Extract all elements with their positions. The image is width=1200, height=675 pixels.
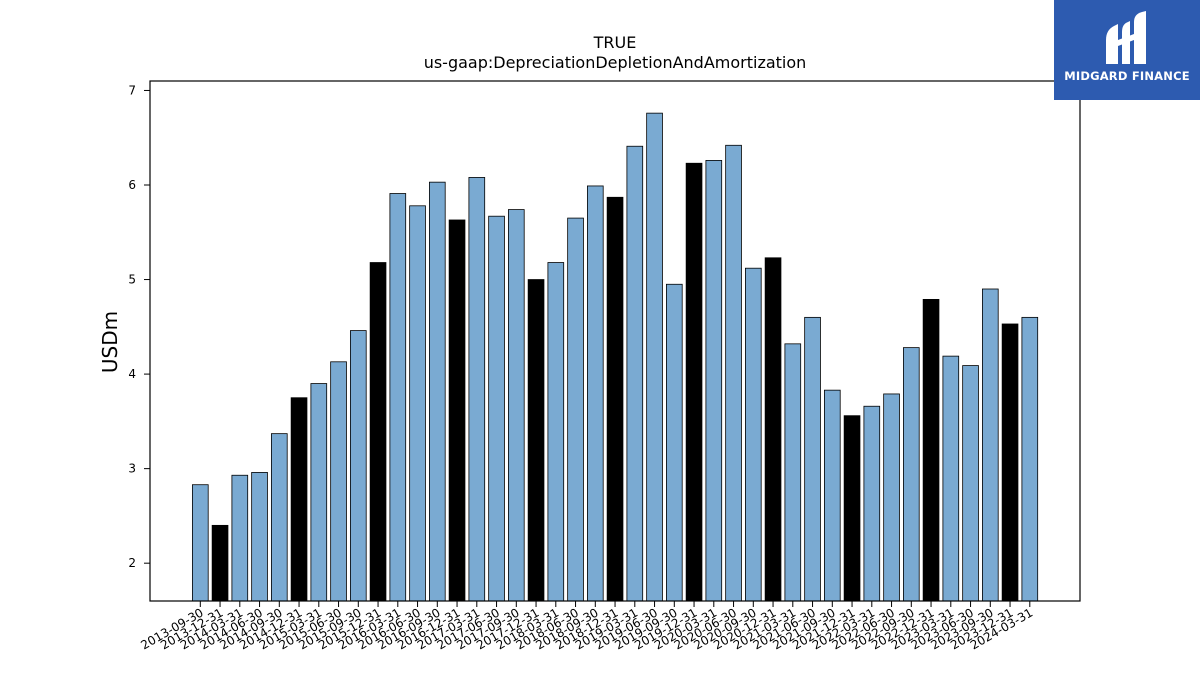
bar-2016-09-30 [428, 181, 446, 602]
bar-2021-03-31 [784, 343, 802, 602]
chart-subtitle: us-gaap:DepreciationDepletionAndAmortiza… [423, 53, 807, 72]
bar-2020-06-30 [725, 144, 742, 602]
bar-2019-06-30 [646, 112, 663, 602]
bar-2023-12-31 [1001, 323, 1019, 602]
bar-2014-03-31 [231, 474, 249, 602]
bar-2020-09-30 [745, 267, 762, 602]
y-tick-label: 4 [128, 367, 136, 381]
bar-2016-06-30 [409, 205, 426, 602]
bar-2015-06-30 [330, 361, 347, 602]
bar-2021-06-30 [804, 316, 821, 602]
bar-2023-09-30 [982, 288, 999, 602]
brand-logo: MIDGARD FINANCE [1054, 0, 1200, 100]
midgard-logo-icon [1106, 11, 1146, 64]
bar-2024-03-31 [1021, 316, 1039, 602]
bar-2018-03-31 [547, 262, 565, 602]
bar-2018-12-31 [606, 196, 624, 602]
bar-2015-03-31 [310, 383, 328, 602]
bar-2014-12-31 [290, 397, 308, 602]
y-axis-label: USDm [98, 311, 122, 373]
y-tick-label: 3 [128, 462, 136, 476]
bar-2020-03-31 [705, 160, 723, 602]
bar-2022-03-31 [863, 405, 881, 602]
bar-2017-03-31 [468, 177, 486, 602]
y-tick-label: 6 [128, 178, 136, 192]
bar-2015-09-30 [349, 330, 367, 602]
bar-2016-12-31 [448, 219, 466, 602]
bar-2021-09-30 [824, 389, 841, 602]
bar-2019-12-31 [685, 162, 703, 602]
brand-name: MIDGARD FINANCE [1064, 69, 1190, 83]
bar-2018-09-30 [587, 185, 604, 602]
bar-2020-12-31 [764, 257, 782, 602]
chart-title: TRUE [593, 33, 637, 52]
bar-2013-12-31 [211, 524, 229, 602]
bar-2022-06-30 [883, 393, 900, 602]
bar-2023-06-30 [962, 365, 979, 602]
bar-2013-09-30 [191, 484, 209, 602]
bar-2014-09-30 [270, 433, 288, 602]
bar-2017-12-31 [527, 279, 545, 602]
y-tick-label: 2 [128, 556, 136, 570]
bar-2019-09-30 [666, 283, 683, 602]
y-tick-label: 5 [128, 273, 136, 287]
bar-2017-09-30 [507, 209, 525, 602]
bar-2017-06-30 [488, 215, 505, 602]
y-tick-label: 7 [128, 83, 136, 97]
bar-2016-03-31 [389, 193, 407, 602]
bar-2021-12-31 [843, 415, 861, 602]
bar-2019-03-31 [626, 145, 644, 602]
bar-2015-12-31 [369, 262, 387, 602]
bar-2018-06-30 [567, 217, 584, 602]
bar-2023-03-31 [942, 355, 960, 602]
bar-2022-12-31 [922, 298, 940, 602]
bar-2014-06-30 [251, 472, 268, 602]
bar-2022-09-30 [903, 347, 920, 602]
plot-frame [149, 80, 1081, 602]
